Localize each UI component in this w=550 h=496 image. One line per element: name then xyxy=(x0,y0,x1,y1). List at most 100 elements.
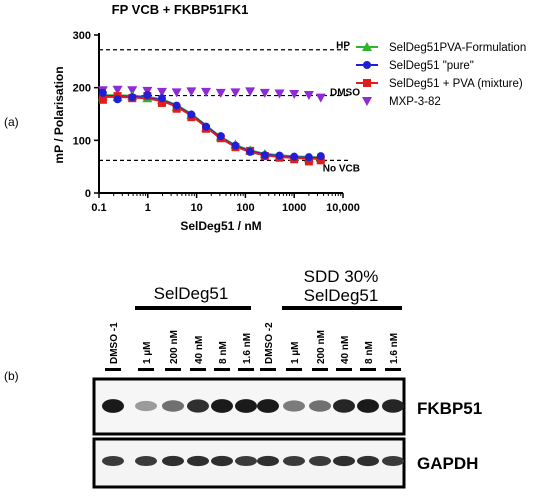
y-tick-label-1: 100 xyxy=(73,135,91,147)
fkbp51-band-11 xyxy=(357,399,379,413)
data-point-s3-1 xyxy=(98,95,107,104)
data-point-s2-12 xyxy=(260,151,269,160)
gapdh-band-2 xyxy=(135,455,157,467)
legend-entry-2: SelDeg51 "pure" xyxy=(389,60,474,72)
gapdh-band-5 xyxy=(211,455,233,467)
lane-marker-3 xyxy=(165,368,181,371)
x-tick-label-4: 1000 xyxy=(282,202,306,214)
gapdh-band-3 xyxy=(162,455,184,467)
lane-marker-2 xyxy=(138,368,154,371)
legend-marker-3 xyxy=(363,79,371,87)
data-point-s3-5 xyxy=(157,98,166,107)
fkbp51-band-12 xyxy=(382,399,404,413)
lane-label-2: 1 µM xyxy=(142,342,153,364)
data-point-s4-16 xyxy=(315,93,326,103)
data-point-s2-15 xyxy=(304,153,313,162)
data-point-s2-13 xyxy=(275,151,284,160)
fkbp51-band-6 xyxy=(235,399,257,413)
x-axis-label: SelDeg51 / nM xyxy=(180,219,261,233)
lane-label-7: DMSO -2 xyxy=(264,322,275,364)
reference-line-label-1: HP xyxy=(336,41,350,52)
lane-label-4: 40 nM xyxy=(194,336,205,364)
panel-a-label: (a) xyxy=(4,115,19,129)
fkbp51-band-10 xyxy=(333,399,355,413)
dose-response-chart: FP VCB + FKBP51FK1 mP / Polarisation Sel… xyxy=(52,2,526,233)
data-point-s4-8 xyxy=(201,87,212,97)
gapdh-band-1 xyxy=(102,455,124,467)
lane-marker-4 xyxy=(190,368,206,371)
group1-bar xyxy=(135,306,251,310)
legend-marker-1 xyxy=(362,42,372,51)
blot-group2-label-line2: SelDeg51 xyxy=(304,286,379,305)
reference-line-label-2: DMSO xyxy=(330,88,360,99)
fkbp51-band-2 xyxy=(135,400,157,412)
y-axis-label: mP / Polarisation xyxy=(52,66,66,163)
data-point-s4-5 xyxy=(156,87,167,97)
lane-marker-11 xyxy=(360,368,376,371)
data-point-s4-3 xyxy=(127,86,138,96)
fkbp51-band-5 xyxy=(211,399,233,413)
legend-marker-4 xyxy=(362,97,372,106)
gapdh-band-label: GAPDH xyxy=(417,454,478,473)
data-point-s4-12 xyxy=(259,88,270,98)
gapdh-band-8 xyxy=(283,455,305,467)
x-tick-label-2: 10 xyxy=(190,202,202,214)
data-point-s2-2 xyxy=(113,95,122,104)
x-tick-label-0: 0.1 xyxy=(91,202,106,214)
data-point-s4-10 xyxy=(230,88,241,98)
x-tick-label-5: 10,000 xyxy=(326,202,360,214)
data-point-s2-3 xyxy=(128,93,137,102)
lane-marker-10 xyxy=(336,368,352,371)
data-point-s2-16 xyxy=(316,152,325,161)
data-point-s2-8 xyxy=(202,122,211,131)
fkbp51-band-3 xyxy=(162,400,184,412)
data-point-s4-11 xyxy=(245,87,256,97)
data-point-s4-7 xyxy=(186,87,197,97)
data-point-s2-6 xyxy=(172,101,181,110)
fkbp51-band-4 xyxy=(187,399,209,413)
data-point-s4-13 xyxy=(274,89,285,99)
lane-label-6: 1.6 nM xyxy=(242,333,253,364)
gapdh-band-9 xyxy=(309,455,331,467)
group2-bar xyxy=(282,306,402,310)
lane-label-1: DMSO -1 xyxy=(109,322,120,364)
gapdh-band-4 xyxy=(187,455,209,467)
data-point-s2-1 xyxy=(98,88,107,97)
data-point-s3-16 xyxy=(316,156,325,165)
data-point-s4-2 xyxy=(112,85,123,95)
lane-label-5: 8 nM xyxy=(218,341,229,364)
western-blot: SelDeg51 SDD 30% SelDeg51 DMSO -1 1 µM 200… xyxy=(92,267,482,489)
lane-label-12: 1.6 nM xyxy=(389,333,400,364)
lane-marker-7 xyxy=(260,368,276,371)
gapdh-band-7 xyxy=(257,455,279,467)
legend-entry-4: MXP-3-82 xyxy=(389,96,441,108)
lane-marker-8 xyxy=(286,368,302,371)
lane-marker-6 xyxy=(238,368,254,371)
fkbp51-band-8 xyxy=(283,400,305,412)
fit-curve-3 xyxy=(99,95,321,160)
fkbp51-band-1 xyxy=(102,399,124,413)
fkbp51-band-label: FKBP51 xyxy=(417,399,482,418)
data-point-s2-5 xyxy=(157,94,166,103)
data-point-s2-4 xyxy=(143,91,152,100)
lane-label-10: 40 nM xyxy=(340,336,351,364)
legend-entry-1: SelDeg51PVA-Formulation xyxy=(389,42,526,54)
gapdh-band-10 xyxy=(333,455,355,467)
data-point-s2-9 xyxy=(216,132,225,141)
gapdh-band-12 xyxy=(382,455,404,467)
gapdh-band-11 xyxy=(357,455,379,467)
data-point-s2-10 xyxy=(231,141,240,150)
lane-label-8: 1 µM xyxy=(290,342,301,364)
x-tick-label-1: 1 xyxy=(145,202,151,214)
fkbp51-band-7 xyxy=(257,399,279,413)
data-point-s2-11 xyxy=(246,147,255,156)
data-point-s4-14 xyxy=(289,89,300,99)
lane-marker-9 xyxy=(312,368,328,371)
data-point-s4-15 xyxy=(303,91,314,101)
reference-line-label-3: No VCB xyxy=(323,163,360,174)
data-point-s2-14 xyxy=(290,152,299,161)
y-tick-label-0: 0 xyxy=(85,188,91,200)
lane-marker-12 xyxy=(385,368,401,371)
data-point-s2-7 xyxy=(187,110,196,119)
